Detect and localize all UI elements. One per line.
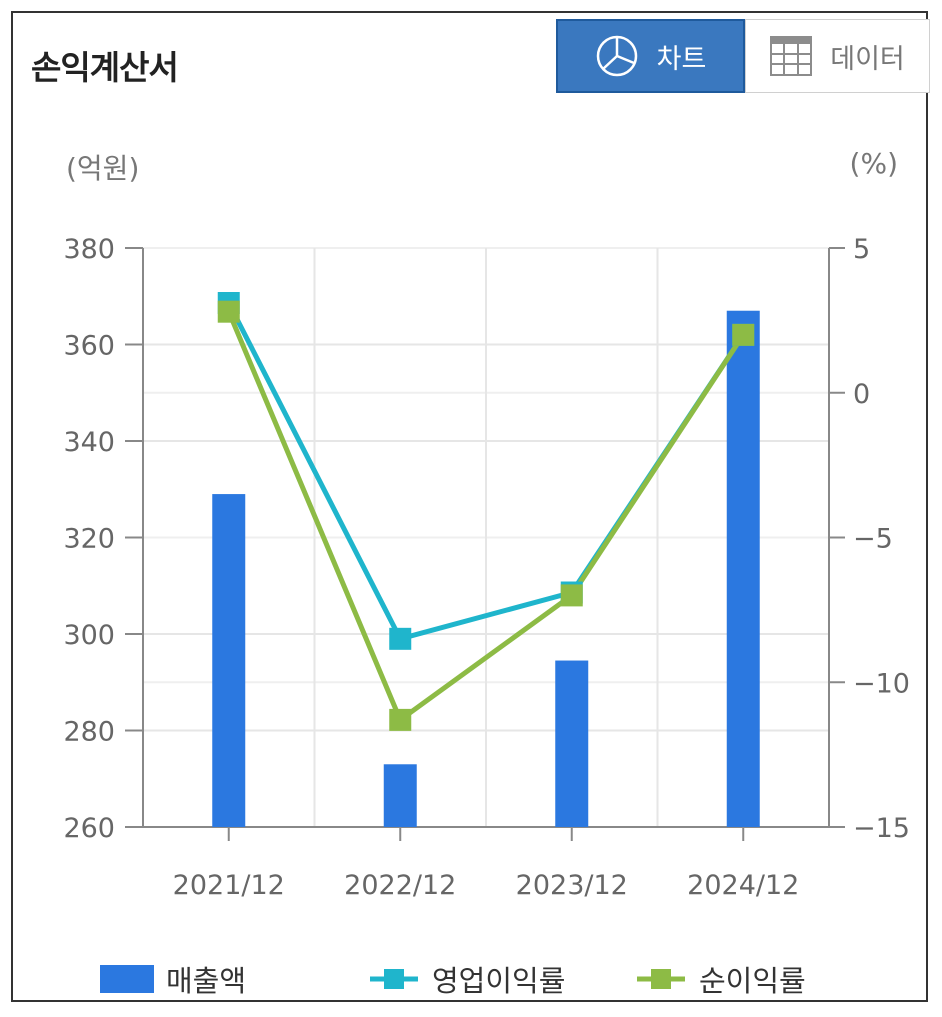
left-axis-unit: (억원) xyxy=(66,152,140,185)
legend-swatch-revenue xyxy=(100,965,154,993)
data-view-button[interactable]: 데이터 xyxy=(745,19,930,93)
right-tick-label: −15 xyxy=(853,813,910,844)
legend-label-operating-margin: 영업이익률 xyxy=(432,964,566,998)
point-net-margin xyxy=(732,323,755,346)
income-statement-card: 손익계산서 차트 xyxy=(11,11,930,1002)
chart-view-button[interactable]: 차트 xyxy=(556,19,745,93)
x-tick-label: 2021/12 xyxy=(173,870,285,901)
table-grid-icon xyxy=(770,36,813,76)
legend-swatch-operating-margin xyxy=(370,969,418,989)
right-tick-label: −5 xyxy=(853,524,893,555)
bar-revenue xyxy=(212,494,246,827)
chart-view-label: 차트 xyxy=(656,43,707,75)
point-operating-margin xyxy=(389,627,412,650)
line-net-margin xyxy=(226,310,746,723)
left-tick-label: 280 xyxy=(63,717,115,748)
combo-chart: 260 280 300 320 340 360 380 5 0 −5 −10 −15 2021/12 20… xyxy=(63,234,910,901)
legend-label-revenue: 매출액 xyxy=(166,964,247,998)
left-tick-label: 320 xyxy=(63,524,115,555)
left-tick-label: 360 xyxy=(63,331,115,362)
left-tick-label: 340 xyxy=(63,427,115,458)
right-tick-label: −10 xyxy=(853,668,910,699)
data-view-label: 데이터 xyxy=(830,43,905,75)
card-title: 손익계산서 xyxy=(31,48,179,87)
chart-legend: 매출액 영업이익률 순이익률 xyxy=(13,958,930,998)
view-toggle: 차트 데이터 xyxy=(556,19,930,93)
legend-swatch-net-margin xyxy=(637,969,685,989)
bar-revenue xyxy=(726,310,760,828)
right-tick-label: 0 xyxy=(853,379,870,410)
legend-item-net-margin[interactable]: 순이익률 xyxy=(635,958,806,1000)
left-tick-label: 300 xyxy=(63,620,115,651)
x-tick-label: 2024/12 xyxy=(687,870,799,901)
point-net-margin xyxy=(560,584,583,607)
right-tick-label: 5 xyxy=(853,234,870,265)
bar-revenue xyxy=(555,660,589,827)
legend-item-revenue[interactable]: 매출액 xyxy=(100,958,246,1000)
point-net-margin xyxy=(217,300,240,323)
left-tick-label: 260 xyxy=(63,813,115,844)
legend-item-operating-margin[interactable]: 영업이익률 xyxy=(368,958,565,1000)
bar-revenue xyxy=(383,764,417,827)
pie-chart-icon xyxy=(595,34,639,78)
point-net-margin xyxy=(389,708,412,731)
left-tick-label: 380 xyxy=(63,234,115,265)
right-axis-unit: (%) xyxy=(849,147,898,180)
legend-label-net-margin: 순이익률 xyxy=(699,964,806,998)
x-tick-label: 2023/12 xyxy=(516,870,628,901)
x-tick-label: 2022/12 xyxy=(344,870,456,901)
